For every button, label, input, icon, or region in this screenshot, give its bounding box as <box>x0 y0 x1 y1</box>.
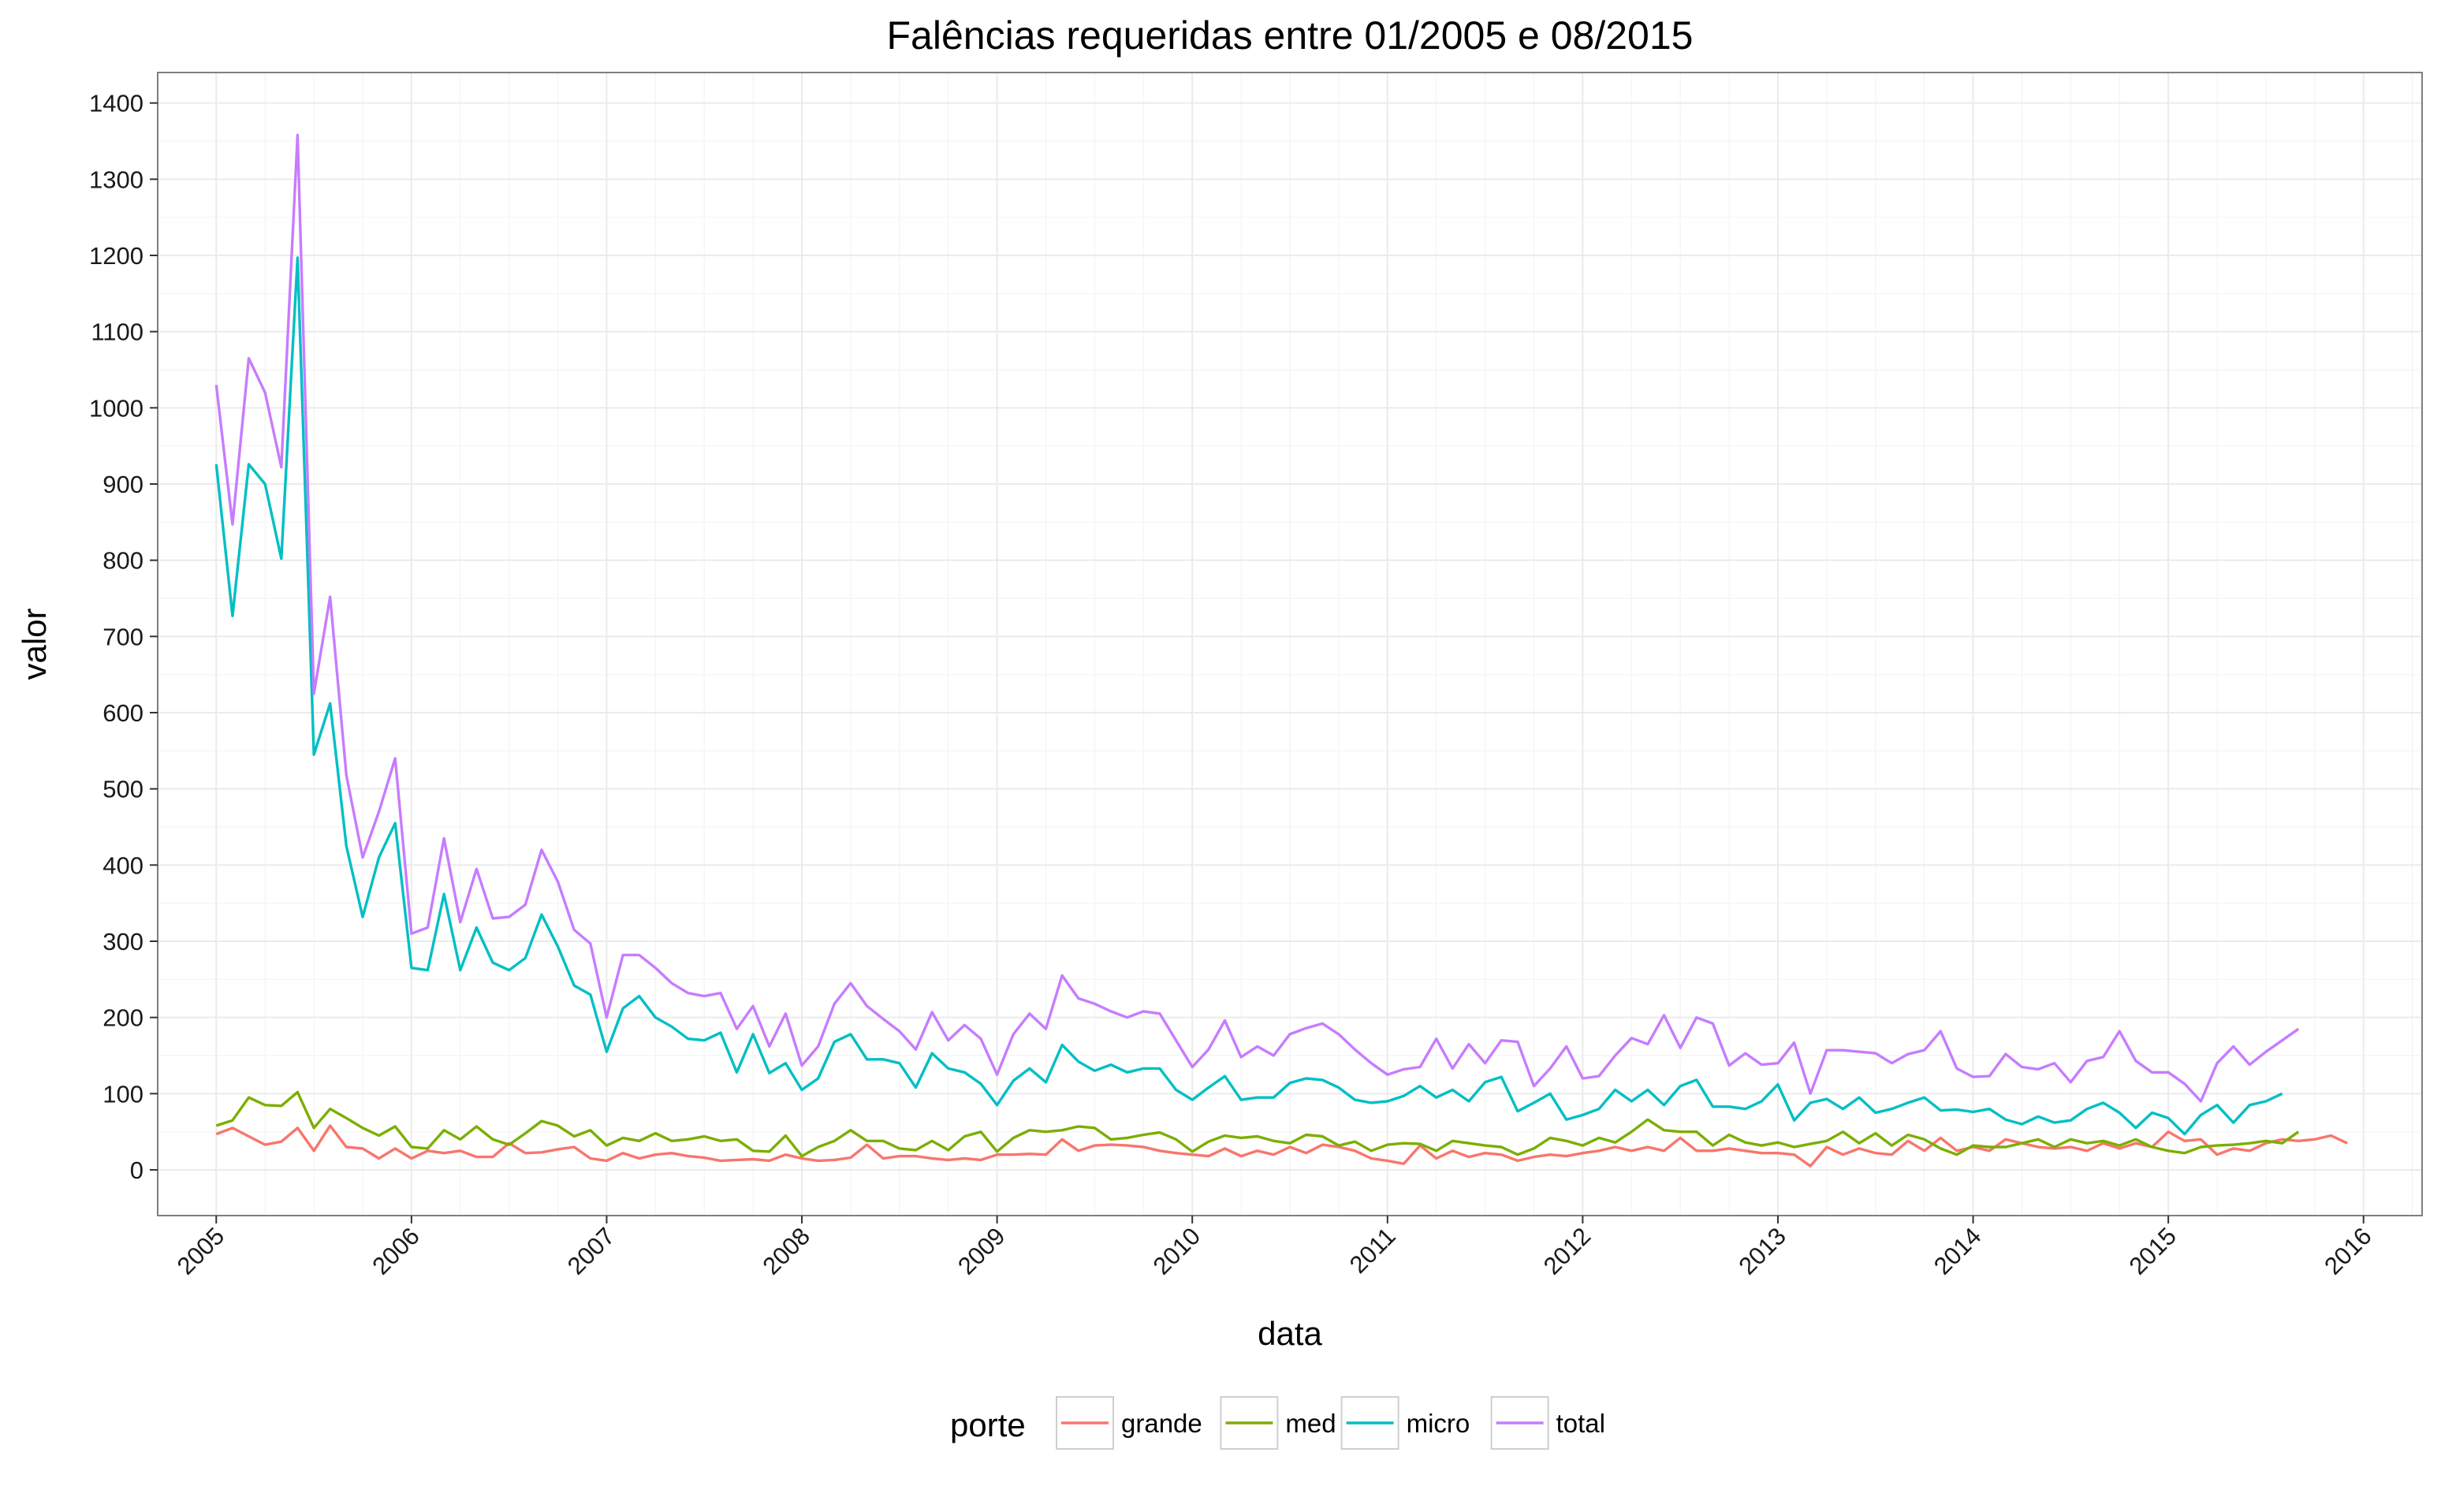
y-tick-label: 700 <box>102 623 143 650</box>
y-tick-label: 900 <box>102 471 143 498</box>
major-gridlines <box>158 73 2422 1216</box>
minor-gridlines <box>158 73 2422 1216</box>
y-tick-label: 400 <box>102 851 143 879</box>
panel-border <box>157 72 2423 1216</box>
legend-title: porte <box>950 1406 1026 1443</box>
series-line-micro <box>214 256 2283 1136</box>
legend: porte grande med micro total <box>950 1396 1605 1450</box>
x-tick-label: 2015 <box>2124 1222 2182 1280</box>
y-tick-label: 500 <box>102 776 143 803</box>
x-tick-label: 2012 <box>1538 1222 1597 1280</box>
x-tick-label: 2016 <box>2319 1222 2377 1280</box>
x-axis-title: data <box>1258 1315 1322 1352</box>
legend-label-grande: grande <box>1121 1409 1202 1438</box>
legend-label-med: med <box>1285 1409 1336 1438</box>
x-tick-label: 2013 <box>1733 1222 1791 1280</box>
y-tick-label: 1400 <box>89 90 143 117</box>
y-tick-label: 1300 <box>89 166 143 193</box>
x-tick-label: 2006 <box>367 1222 425 1280</box>
x-tick-label: 2007 <box>562 1222 620 1280</box>
series-lines <box>214 133 2348 1168</box>
y-tick-label: 0 <box>130 1156 143 1184</box>
y-axis-title: valor <box>16 608 53 680</box>
y-tick-label: 100 <box>102 1080 143 1108</box>
y-tick-label: 600 <box>102 699 143 727</box>
series-line-total <box>214 133 2300 1103</box>
x-tick-label: 2010 <box>1148 1222 1206 1280</box>
y-tick-label: 200 <box>102 1004 143 1032</box>
x-tick-label: 2008 <box>757 1222 815 1280</box>
y-tick-label: 1100 <box>91 318 143 346</box>
y-axis: 0 100 200 300 400 500 600 700 800 900 1000 1100 1200… <box>89 90 158 1184</box>
legend-label-total: total <box>1556 1409 1605 1438</box>
series-line-grande <box>215 1124 2348 1168</box>
y-tick-label: 1200 <box>89 242 143 270</box>
y-tick-label: 800 <box>102 547 143 575</box>
chart-title: Falências requeridas entre 01/2005 e 08/… <box>887 13 1694 58</box>
legend-label-micro: micro <box>1407 1409 1470 1438</box>
y-tick-label: 300 <box>102 928 143 955</box>
x-axis: 2005 2006 2007 2008 2009 2010 2011 2012 2013 2014… <box>172 1216 2377 1280</box>
y-tick-label: 1000 <box>89 394 143 422</box>
x-tick-label: 2011 <box>1344 1222 1401 1279</box>
series-line-med <box>215 1090 2300 1158</box>
x-tick-label: 2014 <box>1929 1222 1987 1280</box>
x-tick-label: 2005 <box>172 1222 230 1280</box>
x-tick-label: 2009 <box>952 1222 1011 1280</box>
